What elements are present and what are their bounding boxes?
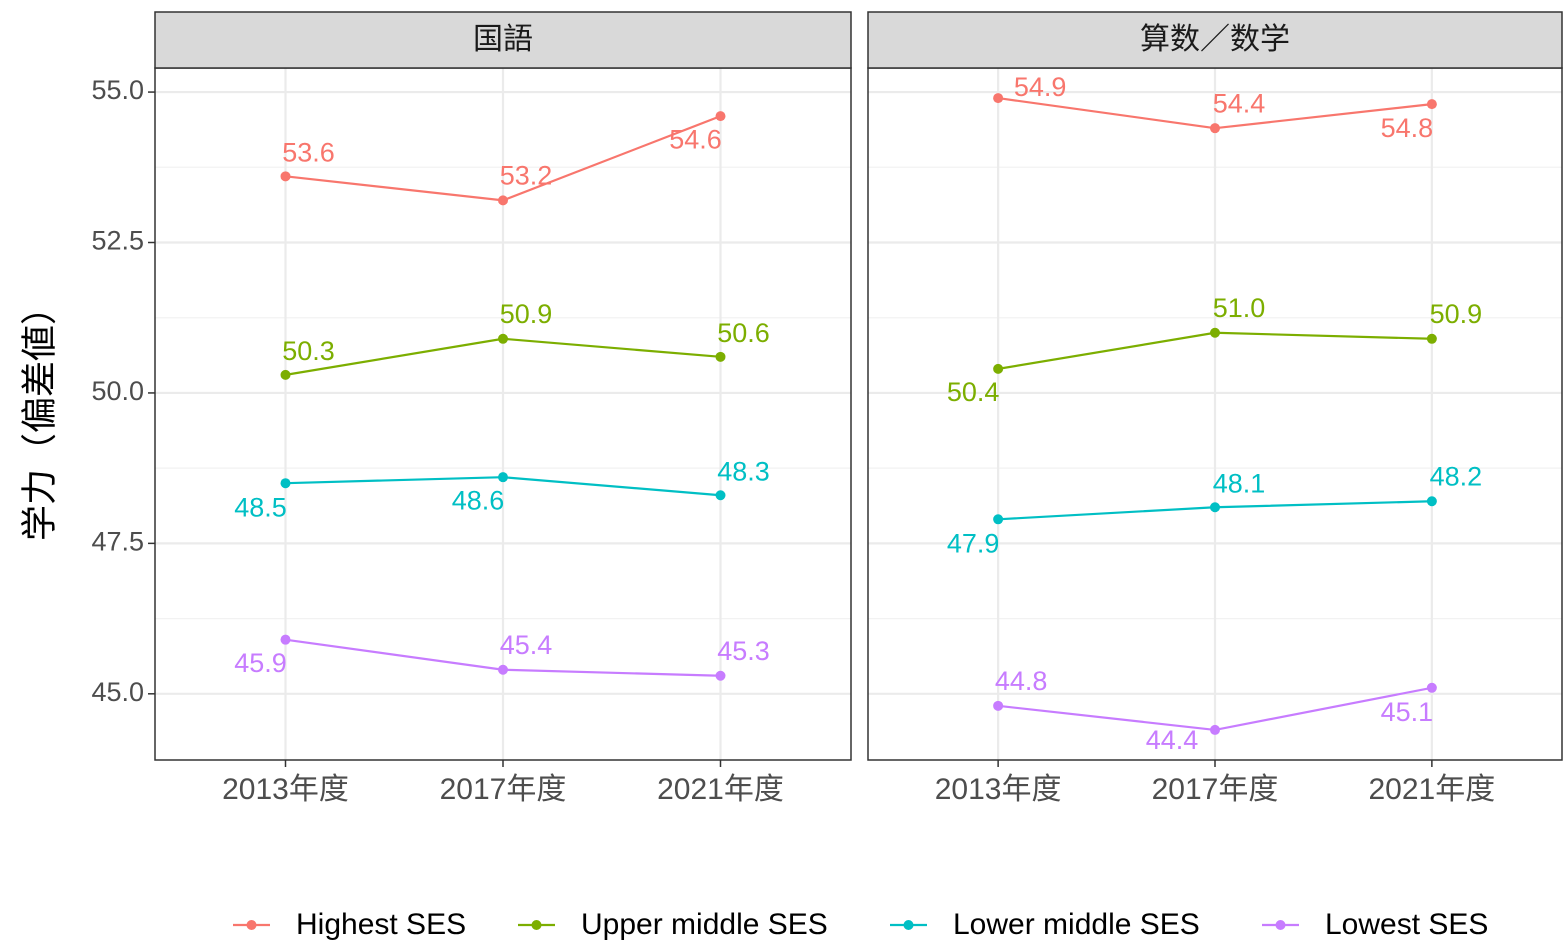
data-point	[993, 93, 1004, 104]
data-point	[1210, 327, 1220, 338]
data-point	[280, 478, 291, 489]
data-point	[1426, 333, 1437, 344]
data-point	[715, 111, 726, 122]
data-label: 54.6	[669, 124, 722, 154]
data-point	[715, 490, 726, 501]
facet-strip	[154, 11, 852, 69]
y-tick-label: 55.0	[91, 75, 144, 105]
facet-title: 国語	[473, 23, 533, 56]
legend-label: Lower middle SES	[953, 908, 1200, 941]
data-label: 50.9	[500, 299, 553, 329]
data-label: 48.6	[452, 485, 505, 515]
legend-dot	[531, 920, 542, 930]
data-point	[498, 664, 508, 675]
legend-dot	[903, 920, 914, 930]
data-point	[993, 700, 1004, 711]
legend-dot	[1275, 920, 1286, 930]
x-tick-label: 2013年度	[222, 773, 349, 806]
legend-label: Lowest SES	[1325, 908, 1488, 941]
data-label: 44.4	[1146, 725, 1199, 755]
data-label: 51.0	[1213, 293, 1266, 323]
data-label: 54.4	[1213, 88, 1266, 118]
data-point	[498, 472, 508, 483]
data-label: 53.6	[282, 137, 335, 167]
data-label: 48.3	[717, 456, 770, 486]
data-label: 54.8	[1381, 113, 1434, 143]
y-tick-label: 50.0	[91, 376, 144, 406]
data-point	[498, 195, 508, 206]
data-label: 48.2	[1430, 461, 1483, 491]
data-point	[280, 634, 291, 645]
data-label: 48.5	[234, 492, 287, 522]
data-label: 54.9	[1014, 72, 1067, 102]
data-point	[1210, 123, 1220, 134]
data-label: 53.2	[500, 161, 553, 191]
data-point	[1426, 99, 1437, 110]
legend-label: Highest SES	[296, 908, 466, 941]
data-label: 50.4	[947, 377, 1000, 407]
data-point	[280, 369, 291, 380]
x-tick-label: 2021年度	[657, 773, 784, 806]
legend-label: Upper middle SES	[581, 908, 828, 941]
data-label: 50.3	[282, 336, 335, 366]
data-label: 50.9	[1430, 299, 1483, 329]
data-point	[1426, 682, 1437, 693]
y-axis-label: 学力（偏差値）	[19, 289, 60, 541]
x-tick-label: 2021年度	[1369, 773, 1496, 806]
data-point	[498, 333, 508, 344]
data-point	[715, 670, 726, 681]
data-label: 45.4	[500, 630, 553, 660]
data-point	[993, 514, 1004, 525]
data-label: 45.1	[1381, 697, 1434, 727]
data-label: 44.8	[995, 666, 1048, 696]
data-point	[280, 171, 291, 182]
y-tick-label: 45.0	[91, 677, 144, 707]
data-label: 50.6	[717, 318, 770, 348]
data-label: 45.3	[717, 636, 770, 666]
facet-strip	[867, 11, 1563, 69]
data-point	[1426, 496, 1437, 507]
data-point	[993, 363, 1004, 374]
data-label: 47.9	[947, 528, 1000, 558]
facet-title: 算数／数学	[1140, 23, 1290, 56]
data-label: 45.9	[234, 648, 287, 678]
data-point	[715, 351, 726, 362]
x-tick-label: 2013年度	[935, 773, 1062, 806]
data-label: 48.1	[1213, 468, 1266, 498]
legend-dot	[246, 920, 257, 930]
y-tick-label: 47.5	[91, 526, 144, 556]
x-tick-label: 2017年度	[1152, 773, 1279, 806]
x-tick-label: 2017年度	[440, 773, 567, 806]
data-point	[1210, 502, 1220, 513]
data-point	[1210, 724, 1220, 735]
y-tick-label: 52.5	[91, 226, 144, 256]
